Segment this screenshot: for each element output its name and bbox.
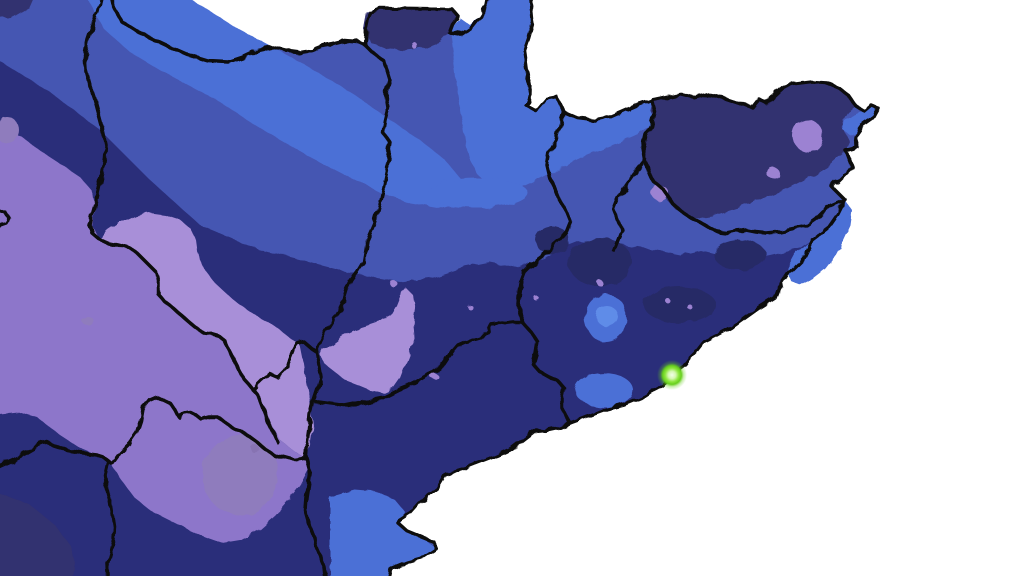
location-marker[interactable] <box>657 360 687 390</box>
map-region-mauve-blob-southwest <box>202 435 278 515</box>
map-region-indigo-girona <box>643 82 856 218</box>
border-lleida-barcelona <box>516 109 573 426</box>
map-region-royal-costa-brava <box>788 200 852 285</box>
map-region-indigo-north-bump <box>363 9 458 50</box>
border-girona-stub <box>611 157 648 253</box>
map-region-royal-blob-center <box>428 178 528 208</box>
border-left-edge-arc <box>0 209 11 227</box>
map-region-indigo-top-left-corner <box>0 0 34 19</box>
map-region-indigo-patch-center-1 <box>568 238 632 286</box>
border-coast-and-france <box>109 0 880 576</box>
map-region-purple-dot-7 <box>430 373 438 379</box>
map-contour-layers <box>0 0 880 576</box>
map-region-mauve-dot-left <box>82 317 94 325</box>
map-region-lavender-lobe-east <box>320 288 415 393</box>
map-region-purple-dot-3 <box>534 296 540 302</box>
map-region-mauve-blob-left-edge <box>0 117 19 143</box>
border-southwest <box>0 395 309 468</box>
map-region-indigo-patch-center-2 <box>535 226 569 254</box>
map-region-royal-delta <box>330 490 436 576</box>
border-tripoint-connector <box>250 340 320 393</box>
map-region-royal-cape <box>843 106 876 135</box>
map-marker-layer <box>657 360 687 390</box>
map-region-sky-spot-core <box>596 306 618 326</box>
map-region-purple-dot-5 <box>687 304 693 310</box>
map-region-purple-blob-girona <box>793 120 823 152</box>
border-ebro <box>313 321 523 408</box>
map-region-indigo-bottom-left <box>0 493 75 576</box>
border-huesca-lleida <box>303 42 392 576</box>
map-region-indigo-patch-barcelona <box>714 240 766 270</box>
map-region-royal-coastal-blob <box>575 373 633 407</box>
map-region-royal-band-north-central <box>450 0 655 190</box>
map-region-purple-blob-girona-small <box>767 167 779 179</box>
map-region-purple-dot-6 <box>468 305 474 311</box>
map-region-purple-dot-4 <box>664 297 670 303</box>
map-region-indigo-patch-center-3 <box>644 287 716 323</box>
map-region-purple-dot-1 <box>412 43 418 49</box>
border-south-vertical <box>103 459 116 576</box>
map-region-purple-dot-8 <box>390 281 398 287</box>
border-northwest <box>83 0 280 444</box>
map-region-mauve-dot-southwest <box>251 445 259 453</box>
map-region-purple-dot-2 <box>597 280 603 286</box>
